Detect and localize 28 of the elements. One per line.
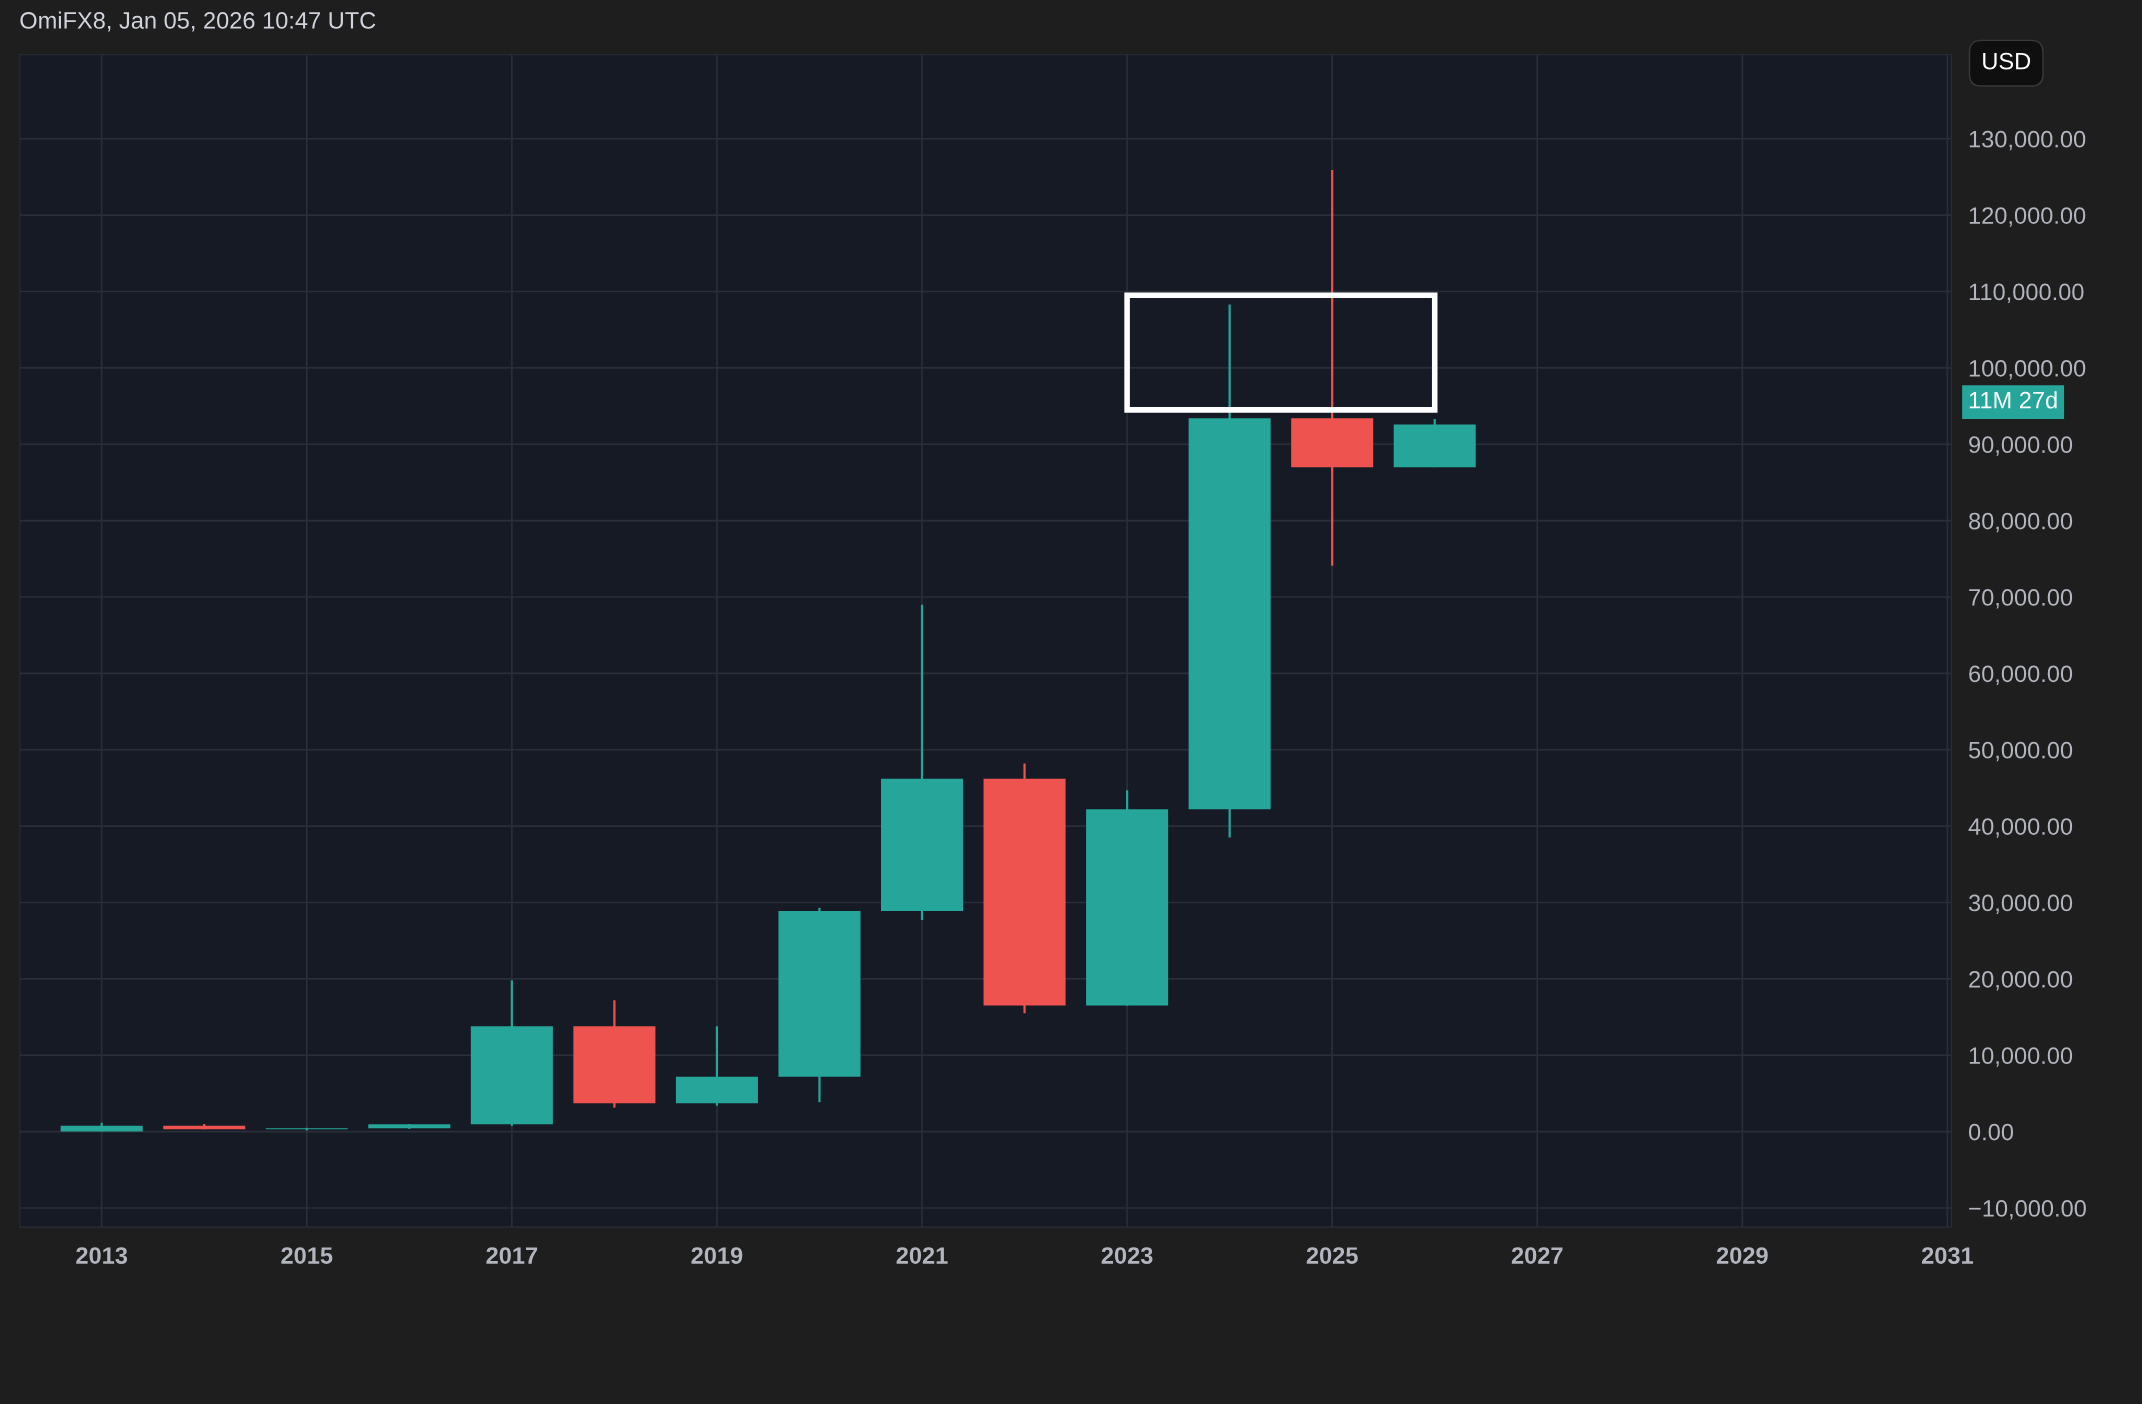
y-tick-label: 120,000.00 — [1969, 207, 2086, 227]
y-tick-label: 20,000.00 — [1969, 970, 2073, 991]
y-tick-label: −10,000.00 — [1969, 1200, 2086, 1220]
y-tick-label: 70,000.00 — [1969, 589, 2073, 609]
y-tick-label: 40,000.00 — [1968, 818, 2073, 838]
chart-title: OmiFX8, Jan 05, 2026 10:47 UTC — [20, 11, 376, 32]
x-tick-label: 2017 — [486, 1247, 538, 1264]
x-tick-label: 2031 — [1921, 1247, 1974, 1264]
x-tick-label: 2027 — [1511, 1247, 1563, 1264]
y-tick-label: 50,000.00 — [1968, 741, 2073, 762]
x-tick-label: 2029 — [1716, 1247, 1768, 1264]
x-tick-label: 2019 — [691, 1247, 743, 1264]
text: 11M 27d — [1969, 391, 2057, 409]
x-tick-label: 2023 — [1101, 1247, 1153, 1264]
x-tick-label: 2021 — [896, 1247, 948, 1264]
x-tick-label: 2015 — [281, 1247, 333, 1264]
y-tick-label: 80,000.00 — [1969, 512, 2073, 533]
text: USD — [1983, 52, 2031, 70]
y-tick-label: 0.00 — [1968, 1123, 2014, 1141]
y-tick-label: 60,000.00 — [1969, 665, 2073, 685]
y-tick-label: 90,000.00 — [1969, 436, 2073, 456]
y-tick-label: 10,000.00 — [1969, 1047, 2073, 1067]
x-tick-label: 2025 — [1306, 1247, 1358, 1264]
y-tick-label: 100,000.00 — [1969, 359, 2086, 380]
y-tick-label: 130,000.00 — [1969, 130, 2086, 151]
x-tick-label: 2013 — [76, 1247, 128, 1264]
y-tick-label: 110,000.00 — [1969, 283, 2084, 304]
y-tick-label: 30,000.00 — [1968, 894, 2073, 915]
